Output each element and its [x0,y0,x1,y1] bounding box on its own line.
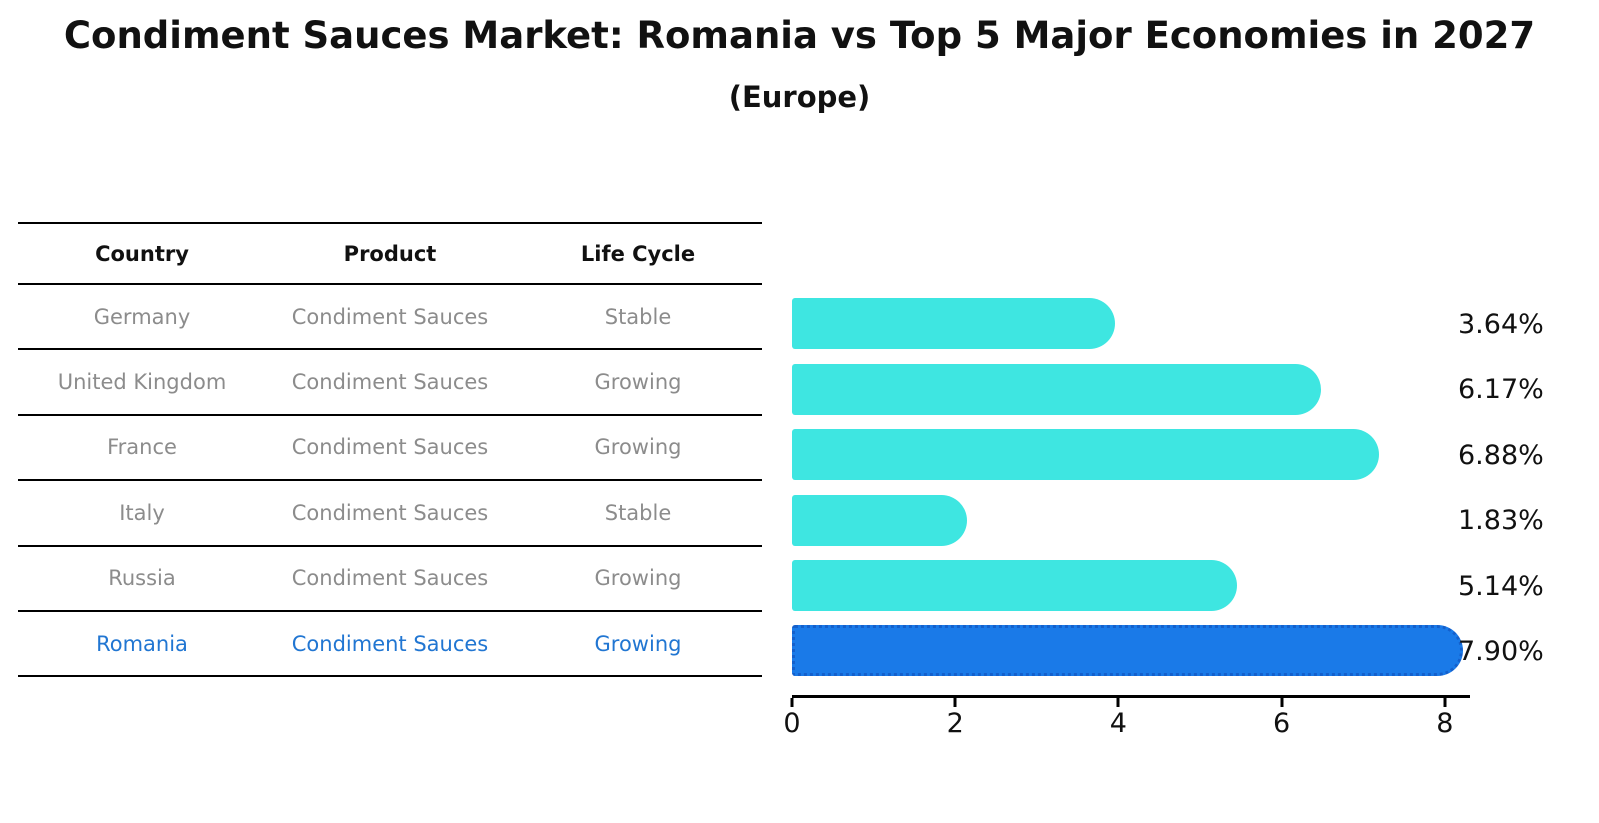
x-tick-label: 6 [1273,708,1291,739]
x-tick [1280,698,1284,707]
bar-germany [792,298,1116,350]
bar-value-label: 6.17% [1458,374,1544,406]
cell-product: Condiment Sauces [291,304,489,329]
cell-product: Condiment Sauces [291,566,489,591]
cell-country: Italy [119,500,165,525]
cell-life-cycle: Stable [604,500,672,525]
x-tick-label: 4 [1109,708,1127,739]
cell-country: France [107,435,177,460]
table-row-france: France Condiment Sauces Growing [18,416,762,482]
cell-life-cycle: Growing [594,435,682,460]
x-tick-label: 0 [783,708,801,739]
cell-country: Romania [96,631,188,656]
bar-value-label: 5.14% [1458,570,1544,602]
bar-italy [792,494,968,546]
bar-romania [792,625,1463,677]
cell-life-cycle: Stable [604,304,672,329]
country-table: Country Product Life Cycle Germany Condim… [18,222,762,678]
x-axis: 0 2 4 6 8 [783,695,1599,740]
bar-value-label: 3.64% [1458,309,1544,340]
x-tick [953,698,957,707]
cell-product: Condiment Sauces [291,370,489,395]
x-tick-label: 8 [1436,708,1454,739]
x-axis-line [792,695,1470,698]
table-row-romania: Romania Condiment Sauces Growing [18,612,762,678]
cell-life-cycle: Growing [594,566,682,591]
table-body: Germany Condiment Sauces Stable United King… [18,285,762,678]
cell-country: Germany [93,304,191,329]
bar-row-romania: 7.90% [792,612,1599,677]
x-tick [1443,698,1447,707]
bar-france [792,429,1380,481]
bar-row-france: 6.88% [792,416,1599,481]
table-row-italy: Italy Condiment Sauces Stable [18,481,762,547]
cell-product: Condiment Sauces [291,500,489,525]
bar-united-kingdom [792,363,1322,415]
bar-value-label: 7.90% [1458,635,1544,667]
cell-life-cycle: Growing [594,631,682,656]
bar-row-germany: 3.64% [792,285,1599,350]
bar-value-label: 6.88% [1458,439,1544,471]
chart-title: Condiment Sauces Market: Romania vs Top … [63,14,1536,57]
table-row-russia: Russia Condiment Sauces Growing [18,547,762,612]
x-tick [1116,698,1120,707]
cell-country: Russia [108,566,176,591]
x-tick-label: 2 [946,708,964,739]
bar-chart: 3.64% 6.17% 6.88% 1.83% 5.14% 7.90% [792,285,1599,678]
cell-country: United Kingdom [57,370,227,395]
table-row-united-kingdom: United Kingdom Condiment Sauces Growing [18,350,762,416]
x-tick [790,698,794,707]
table-header-row: Country Product Life Cycle [18,224,762,285]
cell-product: Condiment Sauces [291,631,489,656]
header-product: Product [343,241,437,266]
chart-subtitle: (Europe) [728,80,871,114]
bar-row-russia: 5.14% [792,547,1599,612]
header-lifecycle: Life Cycle [580,241,696,266]
bar-russia [792,559,1238,611]
cell-life-cycle: Growing [594,370,682,395]
table-row-germany: Germany Condiment Sauces Stable [18,285,762,351]
bar-row-italy: 1.83% [792,481,1599,546]
bar-value-label: 1.83% [1458,505,1544,537]
bar-row-united-kingdom: 6.17% [792,350,1599,415]
cell-product: Condiment Sauces [291,435,489,460]
header-country: Country [95,241,189,266]
